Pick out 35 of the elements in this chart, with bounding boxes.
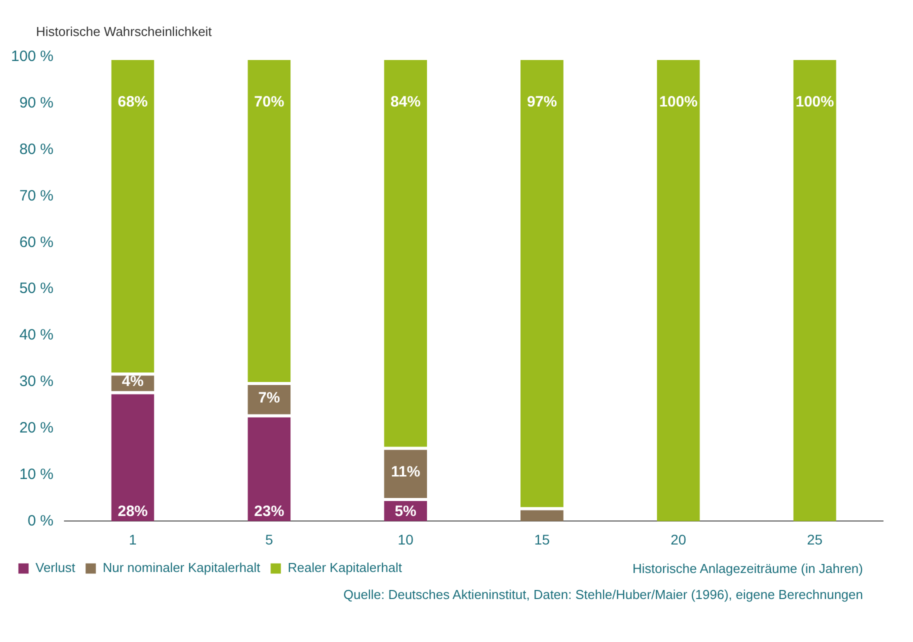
x-tick-label: 20: [670, 531, 686, 548]
data-label: 68%: [118, 94, 148, 111]
data-label: 28%: [118, 502, 148, 520]
source-note: Quelle: Deutsches Aktieninstitut, Daten: Stehle/Huber/Maier (1996), eigene Berechnungen: [342, 587, 864, 602]
legend-label: Nur nominaler Kapitalerhalt: [102, 560, 261, 576]
x-tick-label: 15: [534, 531, 550, 548]
x-tick-label: 25: [807, 531, 823, 548]
data-label: 100%: [659, 94, 698, 111]
y-axis-title: Historische Wahrscheinlichkeit: [35, 23, 213, 41]
data-label: 84%: [390, 94, 421, 111]
data-label: 23%: [254, 502, 284, 520]
data-label: 97%: [526, 94, 557, 111]
y-tick-label: 60 %: [19, 234, 54, 251]
y-tick-label: 30 %: [19, 373, 54, 390]
y-tick-label: 10 %: [19, 466, 54, 483]
y-tick-label: 70 %: [19, 187, 54, 204]
x-tick-label: 5: [265, 531, 274, 548]
legend-label: Realer Kapitalerhalt: [288, 560, 402, 576]
y-tick-label: 90 %: [19, 94, 54, 112]
y-tick-label: 50 %: [19, 280, 54, 298]
y-tick-label: 20 %: [19, 420, 54, 436]
data-label: 11%: [390, 464, 420, 481]
y-tick-label: 80 %: [19, 140, 54, 158]
x-axis-title: Historische Anlagezeiträume (in Jahren): [632, 561, 863, 576]
y-tick-label: 0 %: [28, 512, 54, 530]
y-tick-label: 40 %: [19, 326, 54, 344]
data-label: 5%: [394, 502, 416, 520]
x-tick-label: 1: [128, 531, 137, 548]
data-label: 7%: [258, 389, 280, 406]
x-tick-label: 10: [398, 531, 414, 548]
y-tick-label: 100 %: [10, 48, 54, 66]
data-label: 100%: [796, 94, 834, 111]
data-label: 4%: [122, 373, 144, 390]
data-label: 70%: [254, 94, 284, 111]
legend-label: Verlust: [36, 560, 76, 576]
